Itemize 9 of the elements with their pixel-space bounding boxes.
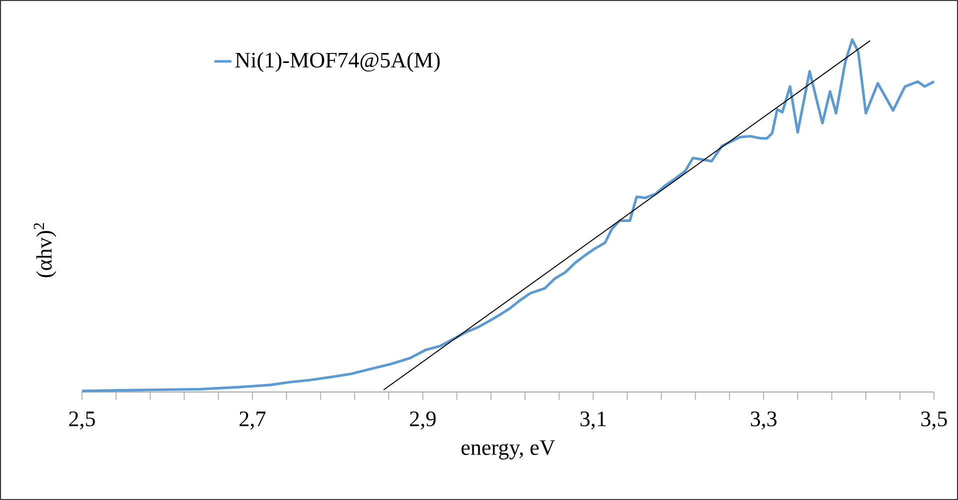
x-tick-label: 2,7 bbox=[240, 412, 266, 430]
legend-label: Ni(1)-MOF74@5A(M) bbox=[235, 52, 440, 72]
y-axis-title: (αhv)$^{2}$ bbox=[34, 223, 56, 278]
x-tick-label: 3,1 bbox=[580, 412, 606, 430]
x-tick-label: 3,3 bbox=[750, 412, 776, 430]
x-tick-label: 2,5 bbox=[69, 412, 95, 430]
x-tick-label: 3,5 bbox=[921, 412, 947, 430]
x-axis-title: energy, eV bbox=[462, 440, 556, 460]
x-tick-label: 2,9 bbox=[410, 412, 436, 430]
